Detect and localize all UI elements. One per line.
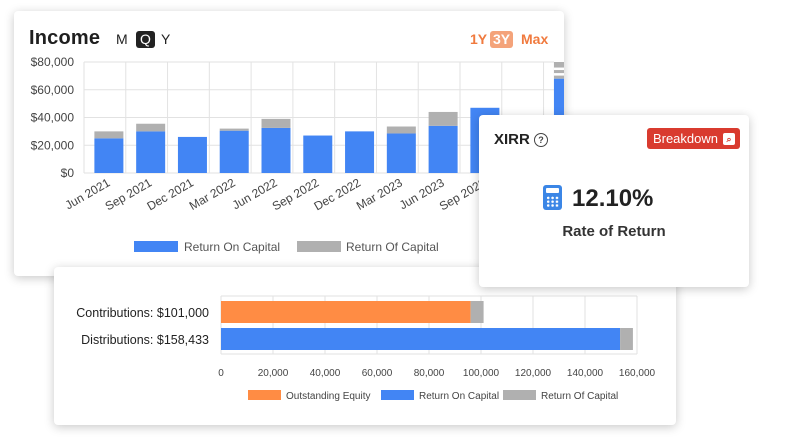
x-tick-label: Sep 2022: [270, 175, 322, 213]
x-tick-label: 100,000: [463, 368, 500, 379]
legend-label-return-on-capital: Return On Capital: [419, 391, 499, 402]
bar-return-of-capital: [94, 131, 124, 139]
x-tick-label: 160,000: [619, 368, 656, 379]
bar-return-on-capital: [345, 131, 375, 173]
legend-swatch-return-of-capital: [503, 390, 536, 400]
y-tick-label: $0: [61, 166, 75, 180]
bar-stripe: [553, 73, 564, 76]
range-1y-button[interactable]: 1Y: [470, 31, 488, 47]
legend-label-return-of-capital: Return Of Capital: [346, 240, 439, 254]
bar-return-on-capital: [177, 136, 207, 173]
bar-return-on-capital: [94, 138, 124, 173]
xirr-title: XIRR: [494, 131, 530, 148]
bar-return-of-capital: [386, 126, 416, 134]
legend-label-outstanding-equity: Outstanding Equity: [286, 391, 371, 402]
bar-return-on-capital: [261, 127, 291, 173]
legend-label-return-on-capital: Return On Capital: [184, 240, 280, 254]
xirr-card: XIRR ? Breakdown ⌕ 12.10% Rate of Return: [479, 115, 749, 287]
x-tick-label: Sep 2021: [103, 175, 155, 213]
breakdown-label: Breakdown: [652, 131, 718, 146]
bar-stripe: [553, 67, 564, 71]
x-tick-label: Mar 2022: [187, 175, 238, 213]
bar-outstanding-equity: [221, 301, 471, 323]
y-tick-label: $80,000: [31, 55, 75, 69]
magnify-chart-icon: ⌕: [723, 132, 735, 145]
bar-return-of-capital: [261, 118, 291, 128]
legend-swatch-return-on-capital: [381, 390, 414, 400]
bar-return-on-capital: [428, 125, 458, 173]
bar-return-of-capital: [136, 123, 166, 132]
range-max-button[interactable]: Max: [521, 31, 549, 47]
bar-return-of-capital: [428, 111, 458, 126]
x-tick-label: Dec 2022: [312, 175, 364, 213]
bar-return-of-capital: [620, 328, 633, 350]
bar-return-on-capital: [303, 135, 333, 173]
capital-chart: 0 20,000 40,000 60,000 80,000 100,000 120,000 1…: [76, 295, 656, 402]
bar-return-of-capital: [553, 62, 564, 79]
calculator-icon: [543, 185, 562, 210]
xirr-label: Rate of Return: [562, 223, 666, 240]
bar-return-of-capital: [219, 128, 249, 131]
x-tick-label: 20,000: [258, 368, 289, 379]
bar-return-of-capital: [470, 301, 484, 323]
bar-return-on-capital: [136, 131, 166, 173]
row-label: Contributions: $101,000: [76, 306, 209, 320]
legend-swatch-outstanding-equity: [248, 390, 281, 400]
row-label: Distributions: $158,433: [81, 333, 209, 347]
x-tick-label: 40,000: [310, 368, 341, 379]
bar-return-on-capital: [219, 130, 249, 173]
x-tick-label: 0: [218, 368, 224, 379]
capital-card: 0 20,000 40,000 60,000 80,000 100,000 120,000 1…: [54, 267, 676, 425]
question-circle-icon[interactable]: ?: [534, 133, 548, 147]
x-tick-label: 140,000: [567, 368, 604, 379]
legend-label-return-of-capital: Return Of Capital: [541, 391, 618, 402]
legend-swatch-return-of-capital: [297, 241, 341, 252]
period-y-button[interactable]: Y: [161, 31, 171, 47]
xirr-value: 12.10%: [572, 185, 654, 212]
income-title: Income: [29, 27, 101, 49]
period-m-button[interactable]: M: [116, 31, 128, 47]
breakdown-button[interactable]: Breakdown ⌕: [646, 128, 740, 149]
x-tick-label: Mar 2023: [354, 175, 405, 213]
x-tick-label: 60,000: [362, 368, 393, 379]
y-tick-label: $60,000: [31, 83, 75, 97]
range-3y-button[interactable]: 3Y: [490, 31, 514, 48]
x-tick-label: Dec 2021: [144, 175, 196, 213]
y-tick-label: $20,000: [31, 138, 75, 152]
bar-return-on-capital: [386, 133, 416, 173]
x-tick-label: 80,000: [414, 368, 445, 379]
legend-swatch-return-on-capital: [134, 241, 178, 252]
period-q-button[interactable]: Q: [136, 31, 155, 48]
bar-return-on-capital: [221, 328, 621, 350]
y-tick-label: $40,000: [31, 111, 75, 125]
x-tick-label: 120,000: [515, 368, 552, 379]
